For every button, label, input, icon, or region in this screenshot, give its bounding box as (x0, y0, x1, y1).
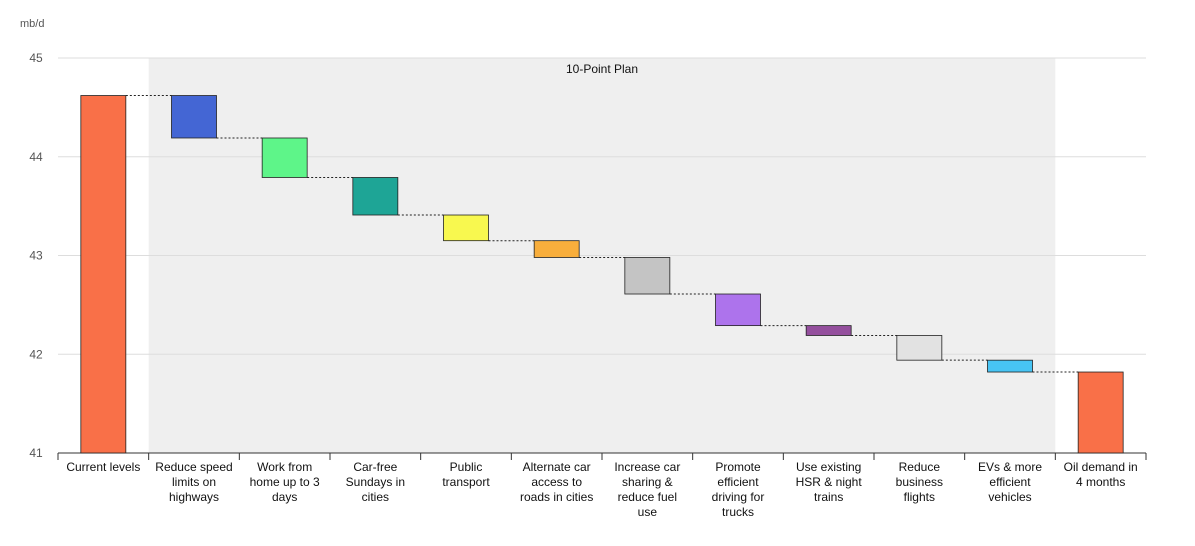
delta-bar (624, 257, 671, 295)
x-category-label: Current levels (66, 460, 140, 474)
x-category-label: Alternate car access to roads in cities (520, 460, 593, 504)
x-category-label-line: driving for (712, 490, 765, 504)
x-category-label-line: EVs & more (978, 460, 1042, 474)
x-category-label: Public transport (442, 460, 490, 489)
delta-bar (261, 137, 308, 178)
x-category-label-line: Increase car (614, 460, 680, 474)
x-category-label-line: limits on (172, 475, 216, 489)
x-category-label-line: transport (442, 475, 490, 489)
x-category-label-line: efficient (717, 475, 759, 489)
delta-bar (533, 240, 580, 258)
y-tick-label: 43 (29, 249, 43, 263)
y-tick-label: 45 (29, 51, 43, 65)
x-category-label-line: access to (531, 475, 582, 489)
x-category-label: Oil demand in 4 months (1064, 460, 1138, 489)
x-category-label-line: Car-free (353, 460, 397, 474)
x-category-label-line: sharing & (622, 475, 673, 489)
delta-bar (352, 177, 399, 216)
x-category-label-line: trucks (722, 505, 754, 519)
x-category-label-line: roads in cities (520, 490, 593, 504)
x-category-label: Reduce business flights (896, 460, 943, 504)
x-category-label-line: Public (450, 460, 483, 474)
x-category-label-line: Work from (257, 460, 312, 474)
x-category-label-line: Current levels (66, 460, 140, 474)
x-category-label-line: Use existing (796, 460, 861, 474)
x-category-label-line: use (638, 505, 658, 519)
x-category-label-line: Reduce (899, 460, 941, 474)
x-category-label-line: Sundays in (346, 475, 405, 489)
x-category-label-line: cities (362, 490, 389, 504)
y-tick-label: 42 (29, 347, 43, 361)
x-category-label-line: home up to 3 (250, 475, 320, 489)
x-category-label-line: flights (904, 490, 935, 504)
x-category-label-line: vehicles (988, 490, 1031, 504)
x-category-label: Work from home up to 3 days (250, 460, 320, 504)
x-category-label-line: HSR & night (796, 475, 863, 489)
x-category-label: EVs & more efficient vehicles (978, 460, 1042, 504)
x-category-label: Use existing HSR & night trains (796, 460, 863, 504)
x-category-label: Increase car sharing & reduce fuel use (614, 460, 680, 519)
x-category-label-line: days (272, 490, 297, 504)
delta-bar (896, 335, 943, 361)
x-category-label-line: business (896, 475, 943, 489)
x-category-label-line: trains (814, 490, 843, 504)
x-category-label-line: 4 months (1076, 475, 1125, 489)
x-category-label: Promote efficient driving for trucks (712, 460, 765, 519)
x-category-label-line: Oil demand in (1064, 460, 1138, 474)
delta-bar (171, 95, 217, 139)
delta-bar (443, 214, 489, 242)
delta-bar (805, 325, 852, 336)
y-tick-label: 44 (29, 150, 43, 164)
x-category-label-line: Alternate car (523, 460, 591, 474)
delta-bar (987, 359, 1033, 373)
total-bar (1077, 371, 1124, 454)
delta-bar (715, 293, 761, 327)
x-category-label-line: Reduce speed (155, 460, 232, 474)
y-axis-unit-label: mb/d (20, 18, 44, 30)
x-category-label-line: reduce fuel (618, 490, 677, 504)
y-tick-label: 41 (29, 446, 43, 460)
x-category-label: Reduce speed limits on highways (155, 460, 232, 504)
x-category-label: Car-free Sundays in cities (346, 460, 405, 504)
x-category-label-line: highways (169, 490, 219, 504)
plan-band-label: 10-Point Plan (566, 62, 638, 76)
x-category-label-line: Promote (715, 460, 761, 474)
total-bar (80, 95, 127, 454)
x-category-label-line: efficient (989, 475, 1031, 489)
